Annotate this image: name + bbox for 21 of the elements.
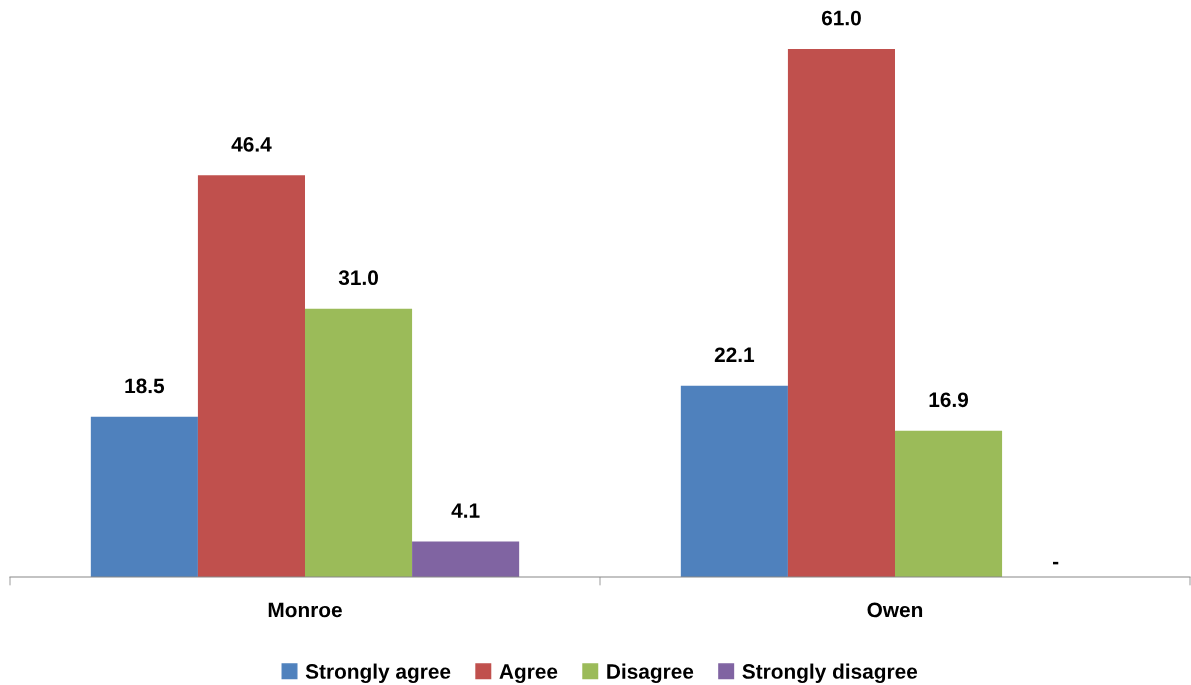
x-tick-label: Monroe <box>268 602 342 618</box>
text: - <box>1052 561 1059 565</box>
bar <box>90 416 198 577</box>
legend-label: Strongly agree <box>305 663 451 684</box>
bar <box>412 541 520 577</box>
data-label: 61.0 <box>821 10 861 26</box>
data-label: 22.1 <box>714 347 755 362</box>
x-tick-label: Owen <box>867 602 923 618</box>
legend-label: Disagree <box>607 663 694 684</box>
data-label: 31.0 <box>338 270 378 286</box>
data-label: 4.1 <box>451 503 480 518</box>
data-label: 46.4 <box>231 137 272 152</box>
data-label: 18.5 <box>125 378 165 394</box>
bar <box>305 308 413 577</box>
legend-label: Agree <box>499 664 558 684</box>
bar <box>197 175 305 577</box>
legend-label: Strongly disagree <box>742 663 918 684</box>
bar <box>680 385 788 577</box>
data-label: 16.9 <box>929 392 969 408</box>
bar <box>787 48 895 577</box>
bar <box>895 430 1003 577</box>
